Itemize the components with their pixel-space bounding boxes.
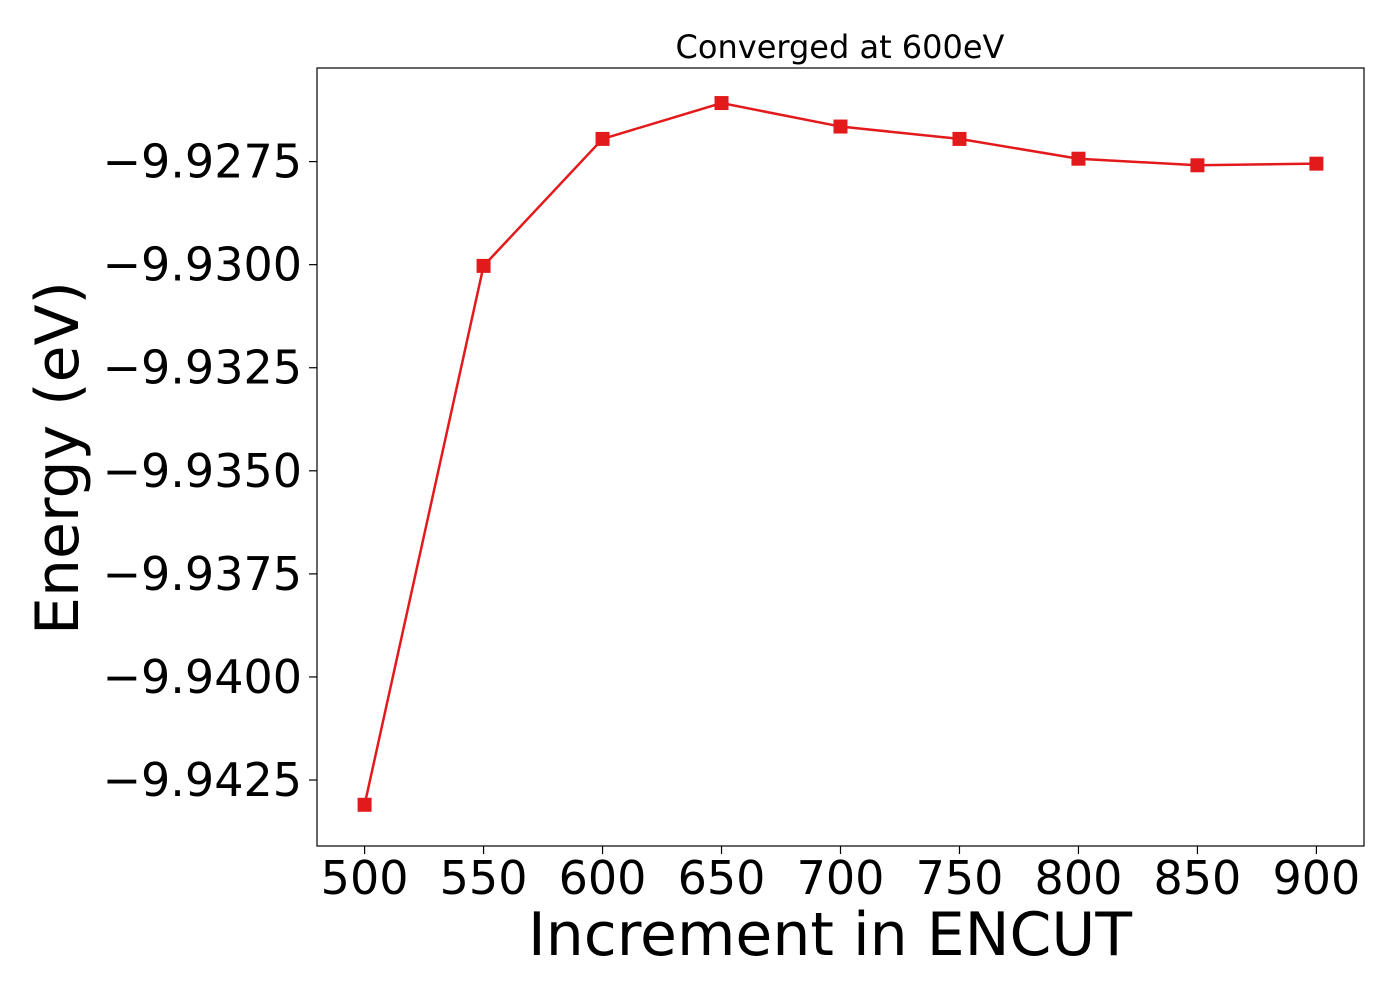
data-point-marker (952, 131, 967, 146)
y-tick-label: −9.9275 (103, 135, 303, 189)
x-tick-label: 900 (1273, 851, 1361, 905)
y-tick-label: −9.9300 (103, 238, 303, 292)
x-tick-label: 750 (916, 851, 1004, 905)
data-point-marker (357, 797, 372, 812)
data-point-marker (833, 119, 848, 134)
y-axis-ticks: −9.9425 −9.9400 −9.9375 −9.9350 −9.9325 −9.93… (103, 135, 317, 807)
data-point-marker (1071, 151, 1086, 166)
y-tick-label: −9.9325 (103, 341, 303, 395)
x-axis-title: Increment in ENCUT (528, 900, 1132, 970)
x-tick-label: 500 (321, 851, 409, 905)
series-layer (357, 96, 1324, 812)
series-line (363, 101, 1317, 806)
y-axis-title: Energy (eV) (23, 281, 93, 635)
data-point-marker (595, 131, 610, 146)
x-tick-label: 550 (440, 851, 528, 905)
chart-title: Converged at 600eV (676, 28, 1005, 66)
x-tick-label: 700 (797, 851, 885, 905)
y-tick-label: −9.9425 (103, 753, 303, 807)
x-tick-label: 850 (1154, 851, 1242, 905)
data-point-marker (1309, 156, 1324, 171)
y-tick-label: −9.9350 (103, 444, 303, 498)
x-tick-label: 600 (559, 851, 647, 905)
data-point-marker (476, 258, 491, 273)
data-point-marker (714, 96, 729, 111)
data-point-marker (1190, 158, 1205, 173)
y-tick-label: −9.9400 (103, 650, 303, 704)
plot-area-frame (316, 67, 1365, 847)
x-tick-label: 650 (678, 851, 766, 905)
x-axis-ticks: 500 550 600 650 700 750 800 850 900 (321, 846, 1361, 905)
x-tick-label: 800 (1035, 851, 1123, 905)
y-tick-label: −9.9375 (103, 547, 303, 601)
